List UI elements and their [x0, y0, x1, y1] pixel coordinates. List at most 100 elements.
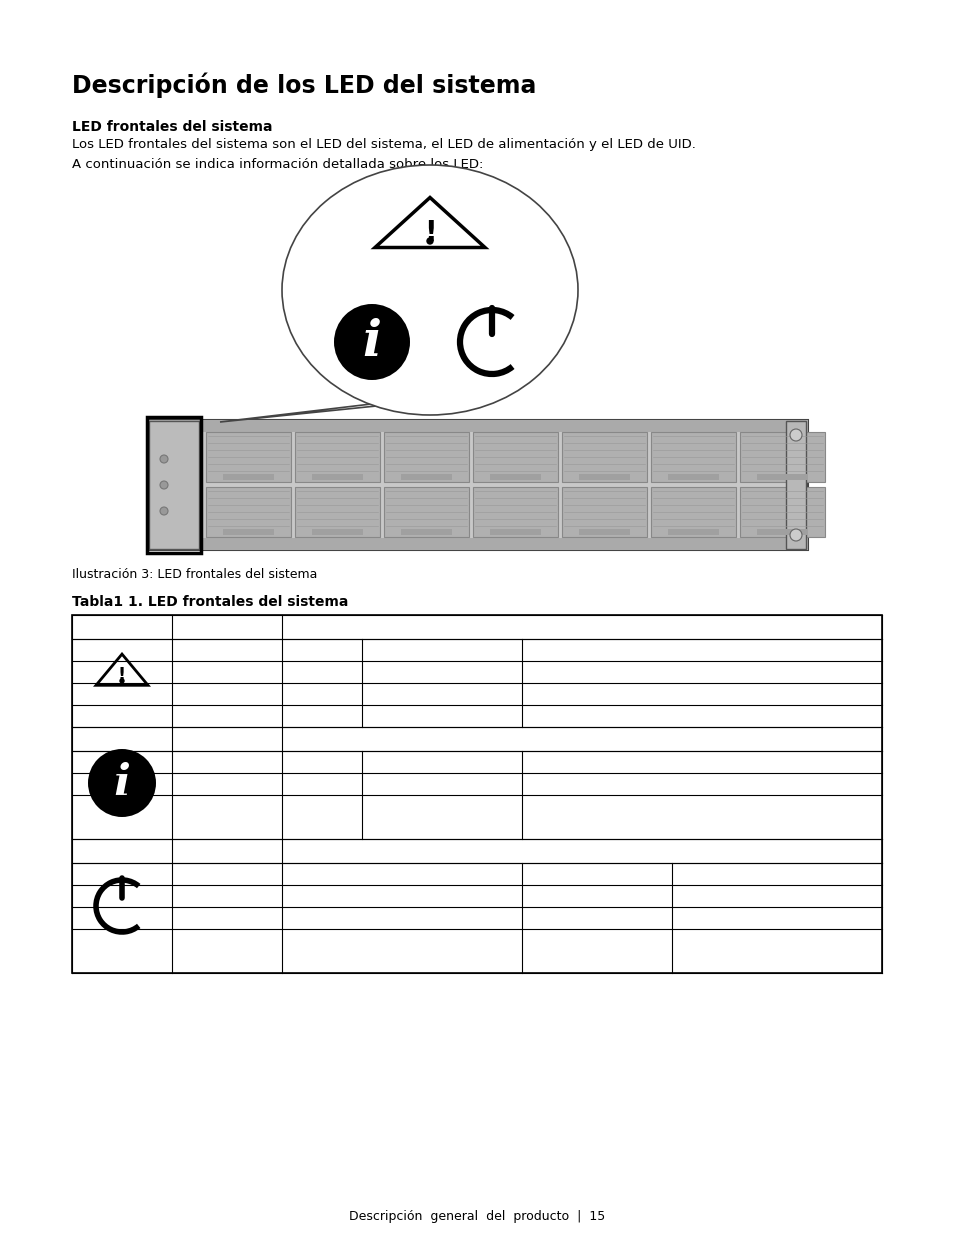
Circle shape	[88, 748, 156, 818]
Polygon shape	[220, 400, 435, 422]
Text: Encendido: Encendido	[368, 688, 433, 701]
Bar	[361, 638, 521, 661]
Bar	[384, 432, 469, 482]
Bar	[521, 906, 671, 929]
Ellipse shape	[282, 165, 578, 415]
Bar	[578, 529, 629, 535]
Bar	[282, 751, 361, 773]
Bar	[172, 615, 282, 727]
Bar	[294, 432, 379, 482]
Text: Condición: Condición	[527, 868, 596, 881]
Bar	[282, 727, 882, 751]
Text: Suceso: Suceso	[527, 756, 577, 769]
Text: Suceso: Suceso	[527, 643, 577, 657]
Bar	[312, 529, 363, 535]
Bar	[521, 773, 882, 795]
Text: LED de UID: LED de UID	[177, 777, 248, 790]
Bar	[71, 615, 882, 973]
Bar	[71, 727, 172, 839]
Bar	[490, 529, 540, 535]
Bar	[282, 683, 361, 705]
Bar	[521, 929, 671, 973]
Text: LED del sistema: LED del sistema	[177, 664, 277, 678]
Text: Parpadeo: Parpadeo	[368, 710, 426, 722]
Bar	[148, 538, 807, 550]
Bar	[521, 795, 882, 839]
Circle shape	[427, 238, 433, 245]
Text: Color: Color	[288, 868, 324, 881]
Bar	[521, 638, 882, 661]
Bar	[223, 529, 274, 535]
Bar	[282, 638, 361, 661]
Bar	[361, 795, 521, 839]
Bar	[667, 474, 719, 480]
Polygon shape	[96, 655, 148, 685]
Text: Azul: Azul	[288, 778, 314, 790]
Text: Error de encendido o no: Error de encendido o no	[678, 935, 828, 948]
Bar	[521, 751, 882, 773]
Bar	[206, 432, 291, 482]
Text: Se ilumina cuando se presiona el botón de Id. frontal o posterior.: Se ilumina cuando se presiona el botón d…	[288, 734, 693, 746]
Bar	[294, 487, 379, 537]
Text: Encendido: Encendido	[527, 890, 593, 904]
Bar	[400, 529, 452, 535]
Bar	[282, 615, 882, 638]
Bar	[148, 420, 807, 432]
Circle shape	[160, 508, 168, 515]
Text: Parpadeando: Parpadeando	[368, 802, 450, 814]
Text: Suceso: Suceso	[678, 868, 727, 881]
Bar	[473, 432, 558, 482]
Text: i: i	[362, 317, 381, 367]
Bar	[282, 863, 521, 885]
Bar	[490, 474, 540, 480]
Bar	[671, 885, 882, 906]
Bar	[361, 705, 521, 727]
Bar	[400, 474, 452, 480]
Text: Apagado: Apagado	[527, 913, 583, 926]
Bar	[561, 487, 646, 537]
Text: Descripción de los LED del sistema: Descripción de los LED del sistema	[71, 72, 536, 98]
Bar	[361, 683, 521, 705]
Text: A continuación se indica información detallada sobre los LED:: A continuación se indica información det…	[71, 158, 483, 170]
Text: !: !	[423, 219, 436, 247]
Text: Verde: Verde	[288, 924, 323, 937]
Bar	[578, 474, 629, 480]
Circle shape	[789, 529, 801, 541]
Text: Color: Color	[288, 756, 324, 769]
Bar	[785, 421, 805, 550]
Text: LED de encendido: LED de encendido	[177, 918, 291, 931]
Bar	[71, 615, 172, 727]
Bar	[361, 751, 521, 773]
Bar	[282, 773, 361, 795]
Text: Parpadeando: Parpadeando	[527, 935, 610, 948]
Bar	[361, 661, 521, 683]
Text: Apagado: Apagado	[368, 778, 423, 790]
Bar	[282, 705, 361, 727]
Bar	[650, 432, 735, 482]
Bar	[149, 421, 199, 550]
Bar	[650, 487, 735, 537]
Bar	[361, 773, 521, 795]
Bar	[206, 487, 291, 537]
Bar	[521, 683, 882, 705]
Circle shape	[120, 679, 124, 683]
Bar	[223, 474, 274, 480]
Text: i: i	[113, 762, 131, 804]
Text: Sistema encendido: Sistema encendido	[678, 890, 797, 904]
Bar	[667, 529, 719, 535]
Bar	[757, 474, 807, 480]
Bar	[282, 795, 361, 839]
Bar	[148, 420, 807, 550]
Text: LED frontales del sistema: LED frontales del sistema	[71, 120, 273, 135]
Bar	[312, 474, 363, 480]
Text: Sin identificación: Sin identificación	[527, 778, 635, 790]
Bar	[561, 432, 646, 482]
Circle shape	[160, 454, 168, 463]
Text: Sistema apagado: Sistema apagado	[678, 913, 786, 926]
Bar	[740, 432, 824, 482]
Text: Muestra el estado/errores y está controlado por la BMC.: Muestra el estado/errores y está control…	[288, 621, 638, 634]
Bar	[147, 417, 201, 553]
Text: Descripción  general  del  producto  |  15: Descripción general del producto | 15	[349, 1210, 604, 1223]
Polygon shape	[375, 198, 484, 247]
Bar	[521, 661, 882, 683]
